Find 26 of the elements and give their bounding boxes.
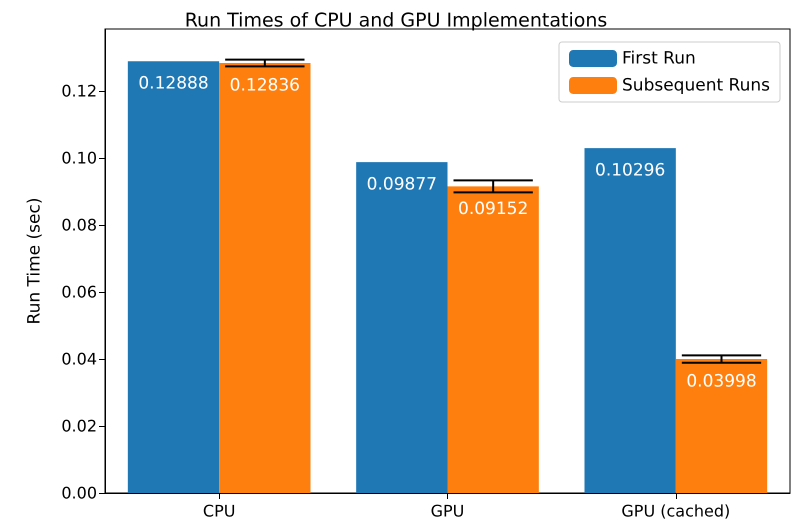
data-label: 0.10296 [595, 160, 666, 181]
bar [356, 162, 448, 493]
data-label: 0.12888 [138, 74, 209, 94]
y-tick-label: 0.06 [61, 282, 97, 302]
legend-label: Subsequent Runs [622, 76, 770, 96]
bar [128, 61, 220, 493]
legend-label: First Run [622, 48, 696, 68]
bar [219, 62, 310, 493]
x-tick-label: GPU (cached) [621, 502, 730, 520]
bar [676, 359, 768, 493]
x-tick-label: GPU [430, 502, 464, 520]
y-tick-label: 0.08 [61, 215, 97, 234]
y-tick-label: 0.12 [61, 81, 97, 100]
data-label: 0.12836 [230, 75, 300, 96]
y-tick-label: 0.10 [61, 148, 97, 168]
bar [584, 148, 676, 493]
y-tick-label: 0.00 [61, 484, 97, 502]
data-label: 0.09152 [458, 198, 528, 219]
data-label: 0.03998 [686, 372, 757, 392]
y-tick-label: 0.04 [61, 349, 97, 368]
data-label: 0.09877 [366, 174, 437, 195]
y-tick-label: 0.02 [61, 416, 97, 436]
x-tick-label: CPU [202, 502, 236, 520]
y-axis-title: Run Time (sec) [24, 198, 44, 324]
bar [448, 186, 539, 493]
chart-title: Run Times of CPU and GPU Implementations [184, 10, 608, 32]
